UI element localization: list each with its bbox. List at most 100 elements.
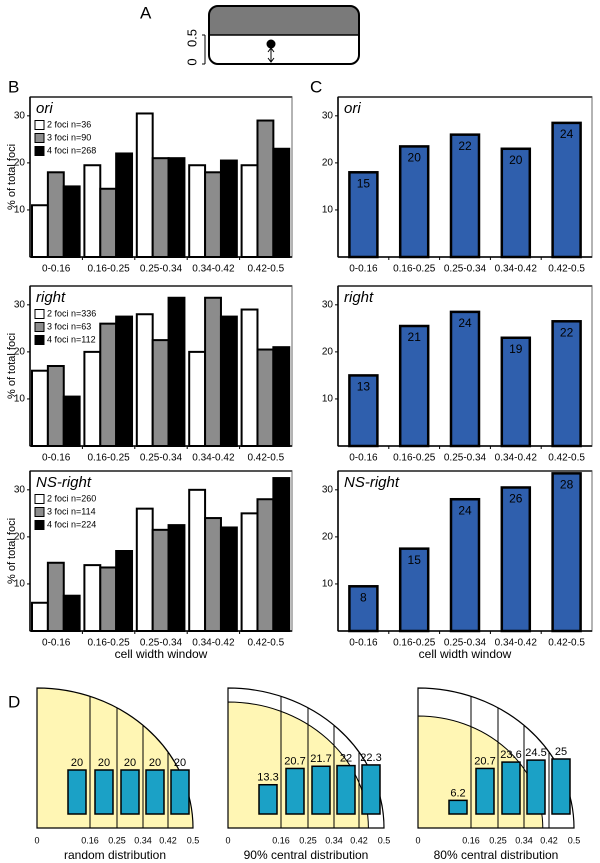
x-tick-label: 0.34: [325, 835, 343, 845]
bar: [272, 477, 291, 633]
bar: [120, 769, 140, 815]
y-tick-label: 20: [322, 158, 334, 169]
bar: [83, 564, 102, 633]
value-label: 20: [98, 757, 110, 769]
x-tick-label: 0.34: [515, 835, 533, 845]
bar: [115, 550, 134, 632]
x-tick-label: 0.16-0.25: [393, 453, 436, 464]
y-tick-label: 30: [14, 299, 26, 310]
count-label: 22: [560, 325, 574, 339]
bar: [240, 308, 259, 447]
x-tick-label: 0.16-0.25: [393, 264, 436, 275]
x-tick-label: 0: [415, 835, 420, 845]
y-tick-label: 10: [322, 205, 334, 216]
y-tick-label: 20: [322, 347, 334, 358]
y-tick-label: 10: [322, 579, 334, 590]
chart-title: right: [36, 289, 66, 306]
bar: [551, 320, 582, 448]
x-tick-label: 0.42-0.5: [548, 453, 585, 464]
y-tick-label: 30: [322, 299, 334, 310]
bar: [285, 767, 305, 815]
bar: [348, 171, 379, 259]
x-tick-label: 0.25-0.34: [444, 453, 487, 464]
x-tick-label: 0.16-0.25: [87, 264, 130, 275]
bar: [46, 171, 65, 258]
legend-label: 2 foci n=260: [47, 493, 96, 503]
count-label: 19: [509, 342, 523, 356]
bar: [167, 524, 186, 633]
legend-swatch: [34, 120, 45, 130]
chart-title: NS-right: [344, 474, 400, 491]
x-tick-label: 0.16-0.25: [393, 638, 436, 649]
panel-label: D: [8, 692, 20, 711]
value-label: 24.5: [525, 747, 546, 759]
legend-label: 2 foci n=336: [47, 308, 96, 318]
value-label: 20: [149, 757, 161, 769]
bar: [361, 764, 381, 815]
bar: [526, 759, 546, 815]
bar: [240, 164, 259, 258]
cell-pole-region: [209, 6, 359, 35]
sector-outline: [227, 687, 385, 829]
legend-label: 2 foci n=36: [47, 119, 91, 129]
y-tick-label: 20: [14, 532, 26, 543]
bar: [145, 769, 165, 815]
value-label: 20: [174, 757, 186, 769]
y-tick-label: 10: [14, 394, 26, 405]
x-tick-label: 0.25-0.34: [140, 264, 183, 275]
y-tick-label: 10: [14, 205, 26, 216]
x-tick-label: 0-0.16: [349, 638, 378, 649]
bar: [500, 486, 532, 633]
bar: [204, 517, 222, 633]
y-tick-label: 30: [322, 484, 334, 495]
x-tick-label: 0-0.16: [349, 264, 378, 275]
bar: [62, 395, 81, 447]
bar: [449, 133, 481, 259]
bar: [46, 365, 65, 447]
value-label: 13.3: [257, 772, 278, 784]
panel-label: A: [140, 3, 152, 22]
y-tick-label: 30: [14, 484, 26, 495]
bar: [99, 566, 118, 632]
bar: [31, 204, 49, 258]
bar: [448, 799, 468, 815]
bar: [272, 147, 291, 258]
x-tick-label: 0.42-0.5: [247, 453, 284, 464]
bar: [256, 498, 275, 632]
chart-title: ori: [36, 100, 53, 117]
x-tick-label: 0.34-0.42: [192, 638, 235, 649]
bar: [272, 346, 291, 448]
legend-swatch: [34, 507, 45, 517]
count-label: 26: [509, 492, 523, 506]
x-tick-label: 0.16-0.25: [87, 638, 130, 649]
y-tick-label: 20: [14, 158, 26, 169]
x-tick-label: 0.5: [568, 835, 581, 845]
x-tick-label: 0.42-0.5: [247, 264, 284, 275]
bar: [551, 758, 571, 815]
bar: [219, 159, 238, 259]
legend-label: 4 foci n=112: [47, 334, 96, 344]
bar: [167, 296, 186, 447]
legend-swatch: [34, 520, 45, 530]
legend-swatch: [34, 146, 45, 156]
bar: [449, 310, 481, 448]
chart-title: 80% central distribution: [434, 848, 559, 862]
x-tick-label: 0.25-0.34: [444, 264, 487, 275]
legend-label: 3 foci n=90: [47, 132, 91, 142]
bar: [115, 315, 134, 447]
bar: [188, 488, 207, 632]
bar: [219, 315, 238, 447]
y-tick-label: 20: [14, 347, 26, 358]
cell-axis-label: 0: [184, 58, 199, 65]
y-axis-title: % of total foci: [6, 333, 18, 399]
bar: [94, 769, 114, 815]
bar: [46, 561, 65, 632]
bar: [99, 322, 118, 448]
chart-title: random distribution: [64, 848, 166, 862]
bar: [83, 350, 102, 447]
chart-title: ori: [344, 100, 361, 117]
bar: [151, 157, 170, 258]
x-tick-label: 0.42: [540, 835, 558, 845]
x-tick-label: 0.16: [272, 835, 290, 845]
